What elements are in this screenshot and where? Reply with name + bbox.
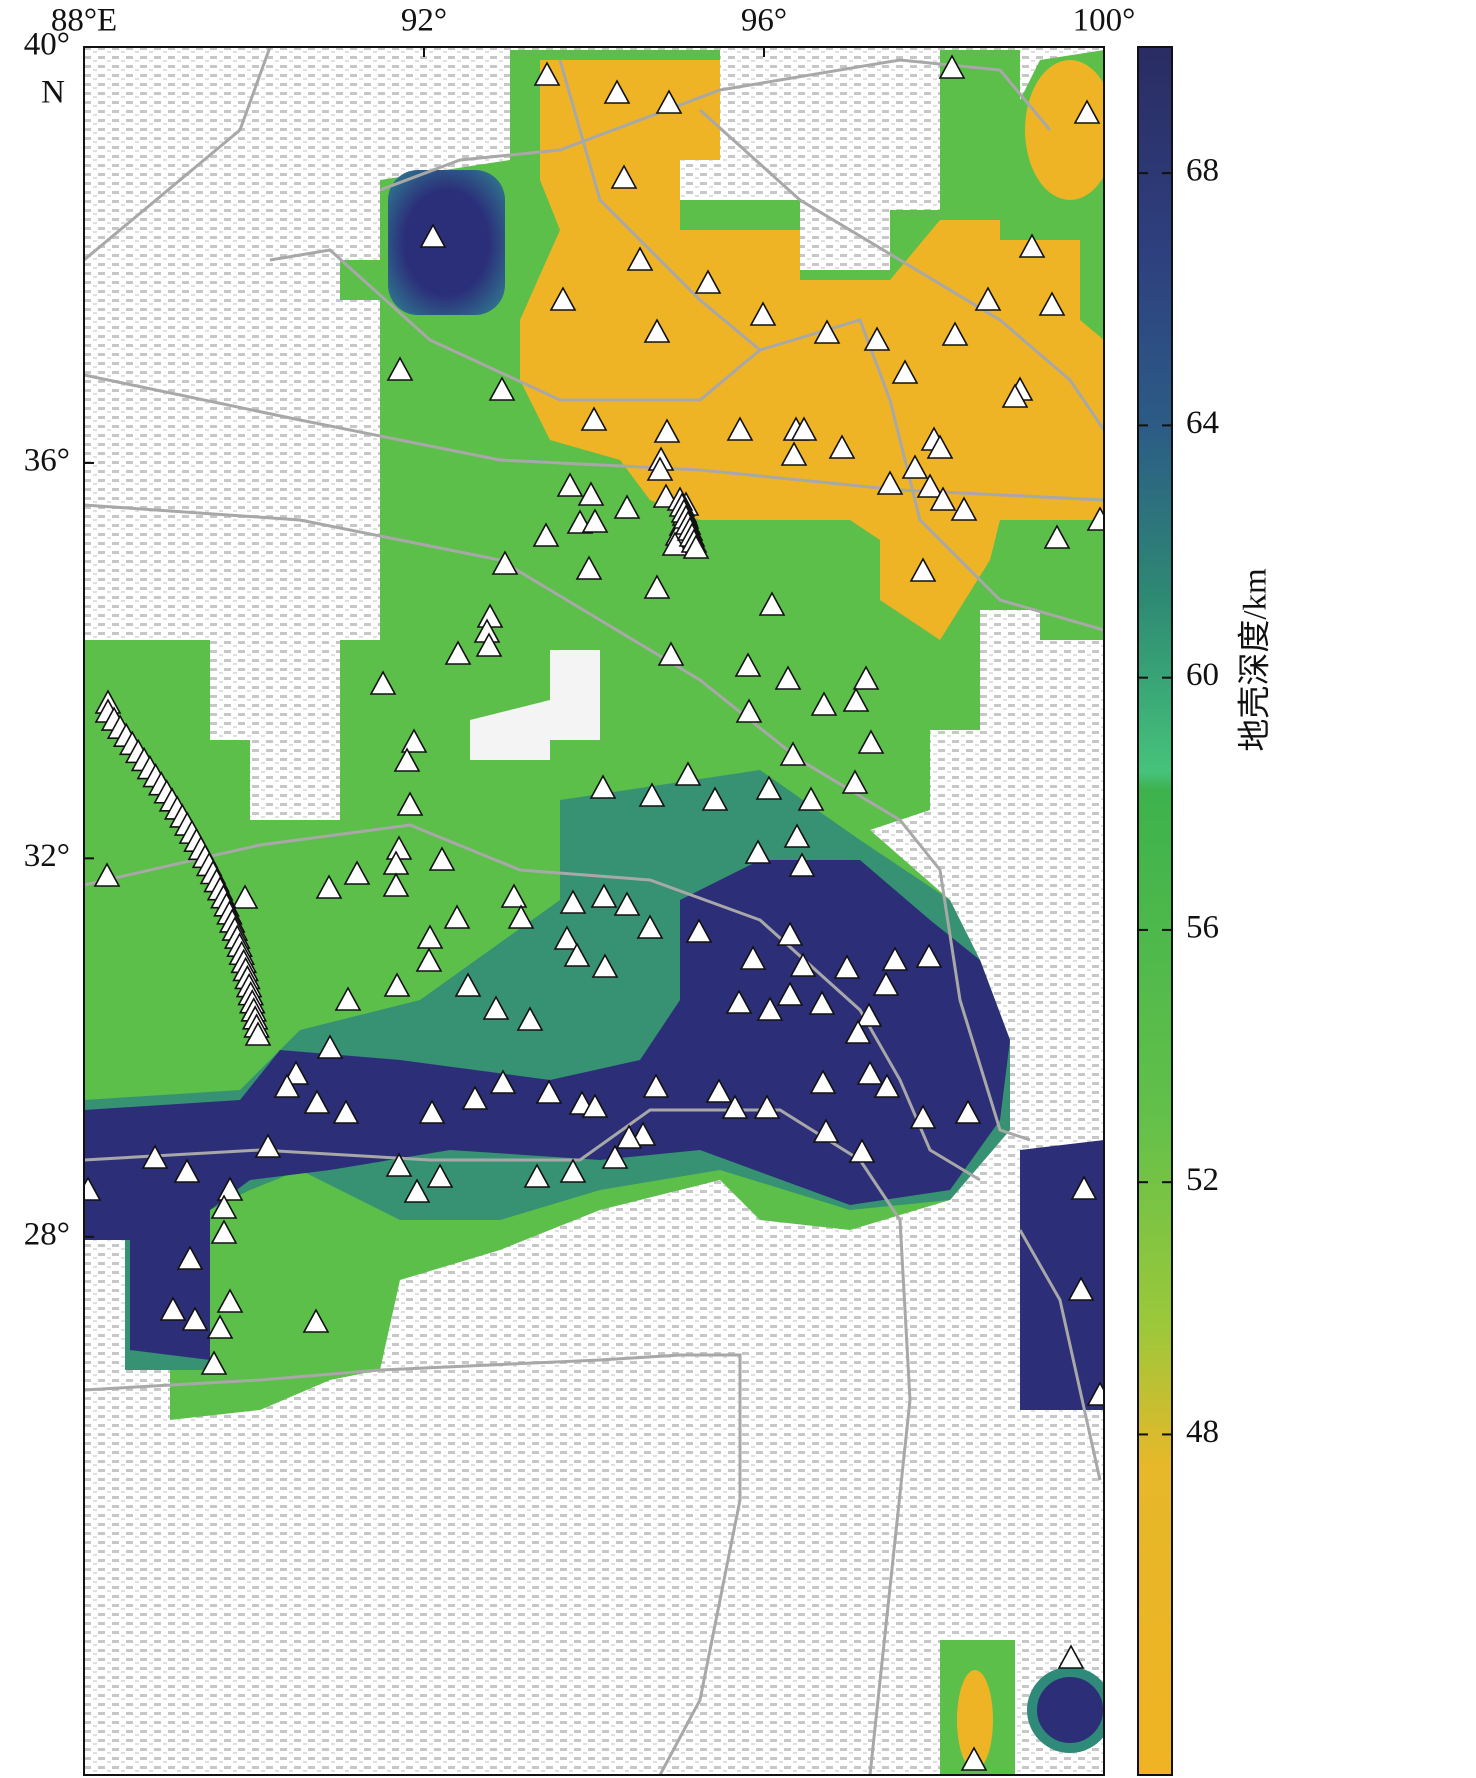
fault-line — [84, 823, 981, 1182]
colorbar-tick-label: 48 — [1186, 1414, 1219, 1450]
fault-line — [1018, 1229, 1102, 1481]
depth-zone-navy — [84, 860, 1010, 1360]
x-tick-label: 92° — [401, 3, 447, 39]
depth-zone-navy — [1020, 1140, 1104, 1410]
fault-line — [84, 1108, 912, 1775]
y-tick-label: 36° — [24, 443, 70, 479]
fault-line — [698, 108, 1104, 431]
map-body — [84, 47, 1104, 1775]
fault-line — [558, 59, 761, 352]
y-tick-label: 40° — [24, 27, 70, 63]
colorbar-tick-label: 64 — [1186, 405, 1219, 441]
colorbar — [1137, 46, 1173, 1776]
colorbar-tick-label: 60 — [1186, 657, 1219, 693]
colorbar-label: 地壳深度/km — [1237, 568, 1274, 752]
depth-zone-orange — [1025, 60, 1104, 200]
fault-line — [84, 1353, 742, 1775]
x-tick-label: 100° — [1073, 3, 1136, 39]
depth-zone-white-gap — [470, 650, 600, 760]
hemisphere-label: N — [41, 75, 65, 111]
depth-zone-orange — [957, 1670, 993, 1770]
colorbar-tick-label: 68 — [1186, 153, 1219, 189]
map-frame — [83, 46, 1105, 1776]
depth-zone-navy — [388, 170, 505, 315]
fault-lines — [84, 47, 1104, 1775]
colorbar-tick-label: 56 — [1186, 909, 1219, 945]
fault-line — [379, 58, 1052, 192]
y-tick-label: 28° — [24, 1216, 70, 1252]
colorbar-tick-label: 52 — [1186, 1162, 1219, 1198]
x-tick-label: 96° — [741, 3, 787, 39]
x-tick-label: 88°E — [51, 3, 117, 39]
y-tick-label: 32° — [24, 838, 70, 874]
depth-zone-navy — [1027, 1667, 1104, 1753]
fault-line — [84, 47, 272, 262]
